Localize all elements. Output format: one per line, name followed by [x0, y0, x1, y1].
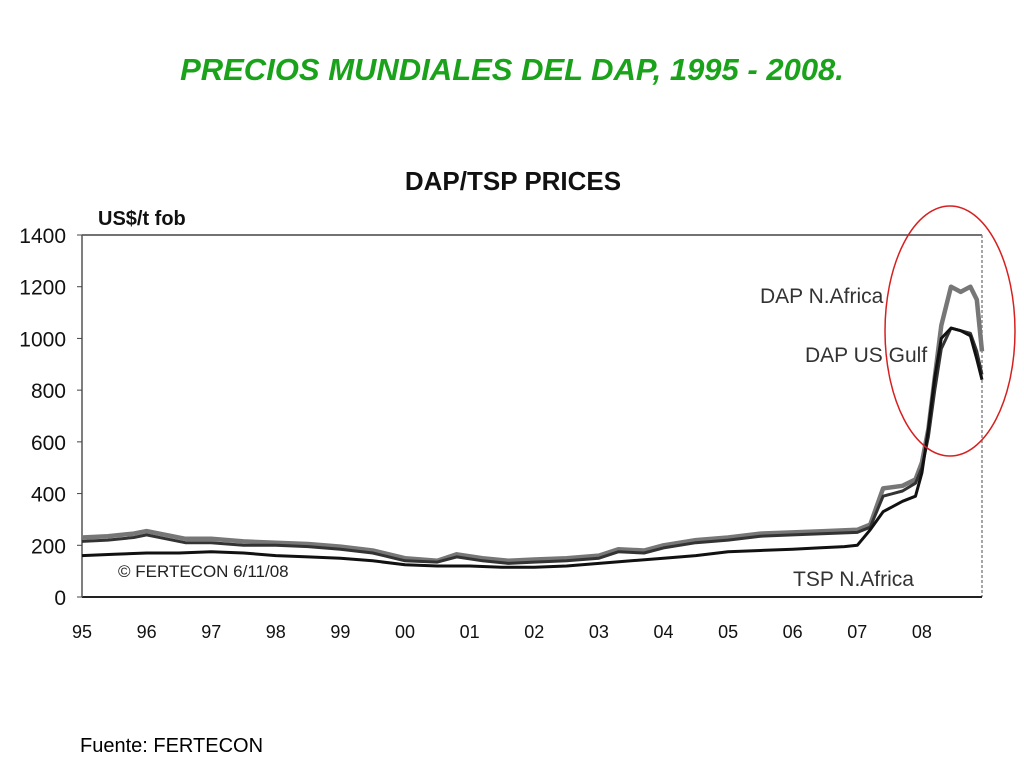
y-axis-ticks: 0 200 400 600 800 1000 1200 1400 [19, 225, 82, 610]
y-tick-label: 0 [54, 587, 66, 610]
y-tick-label: 600 [31, 432, 66, 455]
x-tick-label: 97 [201, 622, 221, 642]
x-tick-label: 02 [524, 622, 544, 642]
series-labels: DAP N.Africa DAP US Gulf TSP N.Africa [760, 285, 927, 591]
x-axis-ticks: 95 96 97 98 99 00 01 02 03 04 05 06 07 08 [72, 622, 932, 642]
price-chart: DAP/TSP PRICES US$/t fob 020040060080010… [19, 166, 1016, 642]
unit-label: US$/t fob [98, 208, 186, 230]
x-tick-label: 98 [266, 622, 286, 642]
y-tick-label: 1400 [19, 225, 66, 248]
x-tick-label: 04 [653, 622, 673, 642]
series-line-1 [81, 284, 985, 564]
x-tick-label: 03 [589, 622, 609, 642]
highlight-ellipse-shape [884, 205, 1016, 457]
source-note: Fuente: FERTECON [80, 735, 264, 757]
x-tick-label: 01 [460, 622, 480, 642]
chart-title: DAP/TSP PRICES [405, 166, 621, 196]
y-tick-label: 1000 [19, 328, 66, 351]
series-label-1: DAP N.Africa [760, 285, 884, 308]
x-tick-label: 07 [847, 622, 867, 642]
x-tick-label: 99 [330, 622, 350, 642]
x-tick-label: 08 [912, 622, 932, 642]
y-tick-label: 400 [31, 484, 66, 507]
series-label-3: TSP N.Africa [793, 568, 914, 591]
slide-title: PRECIOS MUNDIALES DEL DAP, 1995 - 2008. [180, 52, 844, 87]
y-tick-label: 200 [31, 535, 66, 558]
x-tick-label: 96 [137, 622, 157, 642]
highlight-ellipse [884, 205, 1016, 457]
x-tick-label: 06 [783, 622, 803, 642]
series-lines [81, 284, 985, 569]
x-tick-label: 00 [395, 622, 415, 642]
series-line-3 [81, 326, 984, 569]
x-tick-label: 05 [718, 622, 738, 642]
x-tick-label: 95 [72, 622, 92, 642]
series-label-2: DAP US Gulf [805, 344, 927, 367]
copyright-text: © FERTECON 6/11/08 [118, 562, 289, 581]
y-tick-label: 1200 [19, 277, 66, 300]
y-tick-label: 800 [31, 380, 66, 403]
